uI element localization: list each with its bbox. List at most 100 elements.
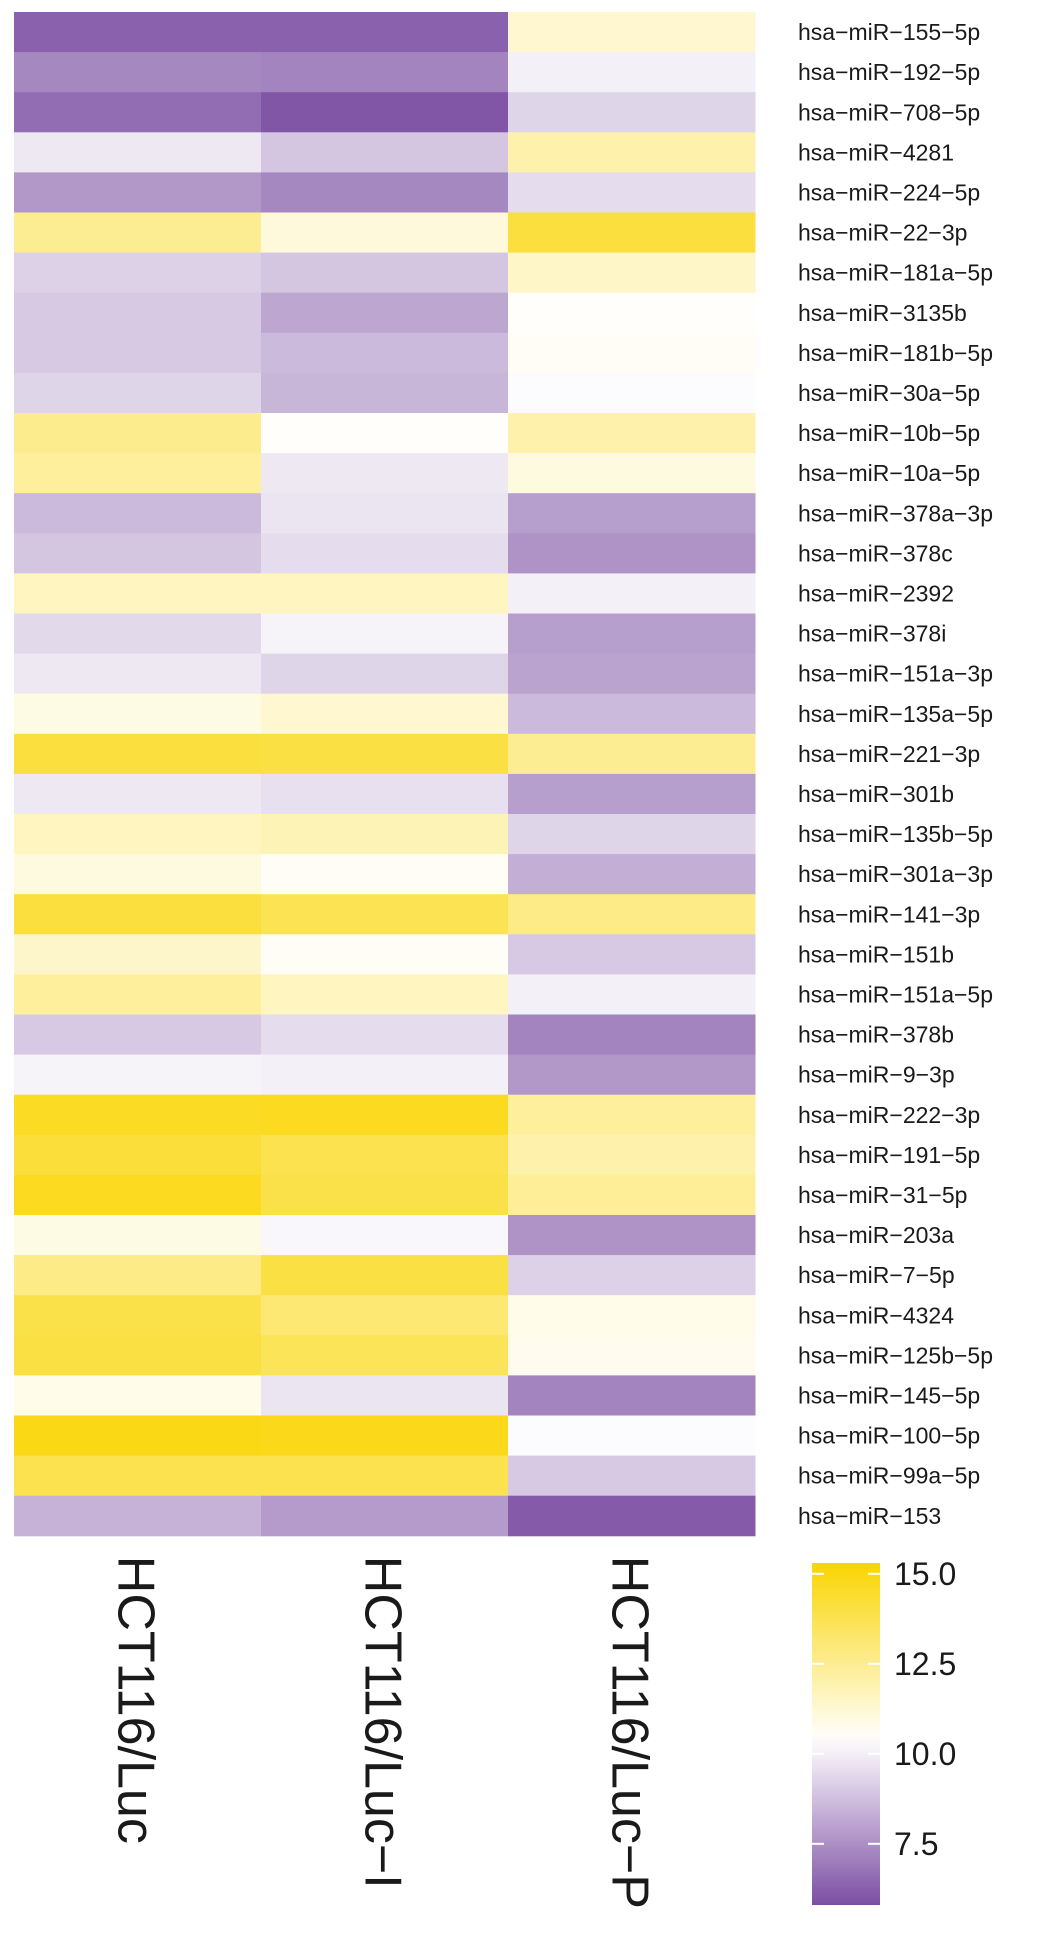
heatmap-cell [261,1134,509,1176]
row-label: hsa−miR−708−5p [798,99,980,125]
heatmap-cell [14,814,262,855]
heatmap-cell [14,1174,262,1216]
heatmap-cell [14,52,262,93]
column-label: HCT116/Luc [107,1556,165,1844]
heatmap-cell [508,854,756,895]
heatmap-cell [508,1094,756,1136]
heatmap-cell [261,1174,509,1216]
column-labels: HCT116/Luc HCT116/Luc−I HCT116/Luc−P [107,1556,659,1909]
heatmap-cell [14,372,262,414]
row-label: hsa−miR−378b [798,1022,954,1048]
heatmap-cell [261,934,509,975]
heatmap-cell [508,132,756,173]
heatmap-cell [14,773,262,815]
heatmap-cell [14,1255,262,1296]
heatmap-cell [14,172,262,213]
heatmap-cell [14,1295,262,1336]
colorbar-tick-label: 15.0 [894,1556,956,1592]
heatmap-cell [14,1014,262,1056]
heatmap-cell [261,773,509,815]
heatmap-cell [14,1495,262,1537]
heatmap-cell [14,613,262,655]
column-label: HCT116/Luc−I [354,1556,412,1889]
heatmap-cell [14,573,262,614]
row-label: hsa−miR−4324 [798,1302,954,1328]
heatmap-cell [14,934,262,975]
row-label: hsa−miR−22−3p [798,220,967,246]
heatmap-cell [14,854,262,895]
heatmap-cell [508,1295,756,1336]
heatmap-cell [261,413,509,454]
heatmap-cell [14,1054,262,1096]
row-label: hsa−miR−203a [798,1222,954,1248]
heatmap-cell [261,854,509,895]
heatmap-cell [508,292,756,334]
heatmap-cell [508,1255,756,1296]
heatmap-cell [14,332,262,374]
colorbar-tick-label: 10.0 [894,1736,956,1772]
row-label: hsa−miR−100−5p [798,1423,980,1449]
heatmap-cell [261,894,509,935]
heatmap-cell [261,292,509,334]
row-label: hsa−miR−141−3p [798,901,980,927]
heatmap-cell [508,453,756,494]
colorbar-tick-label: 12.5 [894,1646,956,1682]
heatmap-cell [14,894,262,935]
heatmap-cell [261,1094,509,1136]
row-label: hsa−miR−9−3p [798,1062,955,1088]
heatmap-cell [508,52,756,93]
heatmap-cell [261,1495,509,1537]
heatmap-cell [508,1014,756,1056]
colorbar-legend: 15.0 12.5 10.0 7.5 [812,1556,956,1905]
heatmap-cell [14,453,262,494]
heatmap-cell [261,1295,509,1336]
heatmap-cell [508,92,756,133]
heatmap-cell [508,1495,756,1537]
row-label: hsa−miR−125b−5p [798,1342,993,1368]
colorbar-tick-label: 7.5 [894,1826,938,1862]
row-label: hsa−miR−3135b [798,300,967,326]
row-label: hsa−miR−378a−3p [798,500,993,526]
heatmap-cell [14,1375,262,1416]
heatmap-cell [14,733,262,775]
heatmap-cell [508,413,756,454]
heatmap-cell [261,814,509,855]
row-label: hsa−miR−10a−5p [798,460,980,486]
heatmap-cell [261,653,509,695]
heatmap-cell [14,212,262,254]
heatmap-cell [14,1335,262,1376]
heatmap-cell [508,653,756,695]
row-label: hsa−miR−222−3p [798,1102,980,1128]
heatmap-cell [14,292,262,334]
heatmap-cell [261,92,509,133]
heatmap-cell [261,1014,509,1056]
heatmap-cell [14,1134,262,1176]
row-label: hsa−miR−191−5p [798,1142,980,1168]
row-label: hsa−miR−7−5p [798,1262,955,1288]
heatmap-cell [508,1375,756,1416]
heatmap-cell [14,92,262,133]
row-label: hsa−miR−30a−5p [798,380,980,406]
heatmap-cell [508,773,756,815]
heatmap-cell [261,12,509,53]
row-label: hsa−miR−4281 [798,139,954,165]
heatmap-cell [261,1054,509,1096]
heatmap-cell [508,613,756,655]
heatmap-cell [261,1335,509,1376]
heatmap-cell [508,533,756,574]
heatmap-cells [14,12,756,1537]
heatmap-cell [261,132,509,173]
row-label: hsa−miR−224−5p [798,179,980,205]
heatmap-cell [508,1415,756,1457]
heatmap-cell [261,1415,509,1457]
heatmap-cell [261,372,509,414]
heatmap-cell [14,693,262,735]
heatmap-cell [508,1335,756,1376]
row-label: hsa−miR−10b−5p [798,420,980,446]
heatmap-cell [508,974,756,1015]
colorbar-ticks: 15.0 12.5 10.0 7.5 [812,1556,956,1862]
heatmap-cell [261,733,509,775]
row-label: hsa−miR−378i [798,621,946,647]
row-label: hsa−miR−181a−5p [798,260,993,286]
row-label: hsa−miR−181b−5p [798,340,993,366]
